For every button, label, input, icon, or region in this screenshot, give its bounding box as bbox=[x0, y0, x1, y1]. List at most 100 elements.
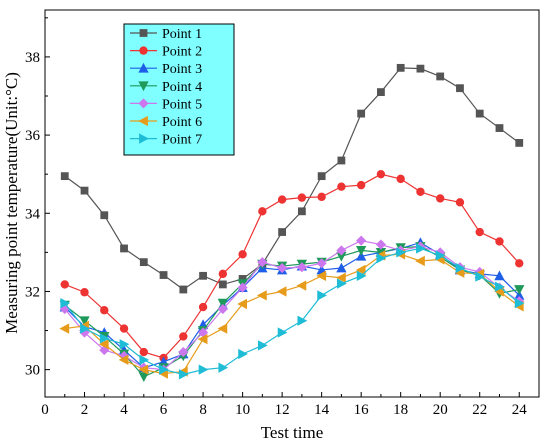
data-point bbox=[277, 195, 287, 204]
data-point bbox=[277, 262, 288, 274]
data-point bbox=[119, 324, 129, 333]
data-point bbox=[197, 333, 208, 345]
data-point bbox=[455, 262, 466, 274]
legend-marker bbox=[139, 133, 149, 144]
data-point bbox=[79, 316, 90, 327]
data-point bbox=[60, 172, 69, 181]
data-point bbox=[118, 354, 129, 366]
data-point bbox=[138, 364, 149, 375]
series-line bbox=[64, 253, 520, 375]
data-point bbox=[455, 198, 465, 207]
data-point bbox=[98, 339, 109, 350]
data-point bbox=[416, 243, 426, 254]
legend: Point 1 Point 2 Point 3 Point 4 Point 5 Point… bbox=[123, 23, 235, 156]
legend-label: Point 4 bbox=[162, 80, 202, 95]
data-point bbox=[237, 282, 248, 293]
x-tick-label: 10 bbox=[235, 402, 250, 418]
data-point bbox=[396, 174, 405, 184]
data-point bbox=[396, 63, 405, 72]
data-point bbox=[416, 187, 425, 196]
series-layer bbox=[59, 63, 525, 383]
data-point bbox=[297, 315, 308, 326]
data-point bbox=[337, 182, 346, 191]
legend-box bbox=[123, 23, 235, 156]
data-point bbox=[99, 333, 110, 344]
legend-item: Point 7 bbox=[130, 133, 202, 148]
data-point bbox=[159, 271, 168, 279]
data-point bbox=[139, 347, 148, 357]
series-2 bbox=[60, 169, 524, 363]
legend-label: Point 1 bbox=[162, 27, 202, 42]
data-point bbox=[80, 288, 89, 297]
series-line bbox=[64, 240, 520, 371]
data-point bbox=[159, 364, 169, 375]
data-point bbox=[119, 339, 130, 350]
data-point bbox=[217, 323, 228, 334]
data-point bbox=[297, 193, 307, 202]
data-point bbox=[494, 270, 505, 281]
legend-label: Point 6 bbox=[162, 115, 202, 130]
y-tick-label: 30 bbox=[25, 363, 40, 379]
data-point bbox=[258, 207, 267, 216]
y-tick-label: 36 bbox=[25, 128, 41, 144]
data-point bbox=[317, 290, 327, 301]
data-point bbox=[80, 186, 89, 195]
data-point bbox=[139, 258, 148, 267]
y-tick-label: 32 bbox=[25, 284, 40, 300]
data-point bbox=[356, 235, 367, 246]
data-point bbox=[336, 278, 347, 289]
data-point bbox=[316, 258, 327, 269]
data-point bbox=[296, 262, 307, 273]
y-tick-label: 34 bbox=[25, 206, 41, 222]
x-axis: 0 2 4 6 8 10 12 14 16 18 20 22 24 bbox=[41, 392, 527, 418]
data-point bbox=[475, 109, 484, 118]
data-point bbox=[436, 72, 445, 81]
data-point bbox=[355, 264, 366, 276]
data-point bbox=[336, 272, 346, 283]
data-point bbox=[475, 227, 484, 237]
x-tick-label: 18 bbox=[393, 402, 408, 418]
series-1 bbox=[60, 63, 524, 294]
data-point bbox=[456, 84, 464, 93]
data-point bbox=[100, 306, 109, 315]
data-point bbox=[356, 180, 366, 190]
data-point bbox=[495, 124, 504, 132]
data-point bbox=[217, 303, 228, 315]
data-point bbox=[238, 348, 248, 360]
legend-item: Point 1 bbox=[130, 27, 202, 42]
data-point bbox=[60, 298, 71, 309]
data-point bbox=[355, 250, 367, 261]
x-tick-label: 6 bbox=[160, 402, 168, 418]
data-point bbox=[218, 280, 227, 289]
data-point bbox=[277, 327, 288, 338]
data-point bbox=[198, 364, 209, 375]
data-point bbox=[297, 207, 306, 216]
data-point bbox=[436, 194, 445, 203]
data-point bbox=[416, 64, 425, 73]
y-axis: 30 32 34 36 38 bbox=[25, 17, 50, 379]
data-point bbox=[276, 286, 287, 297]
data-point bbox=[377, 88, 385, 96]
series-line bbox=[64, 241, 520, 369]
data-point bbox=[199, 271, 207, 280]
y-axis-title: Measuring point temperature(Unit:°C) bbox=[2, 72, 21, 334]
data-point bbox=[317, 172, 326, 181]
data-point bbox=[396, 247, 407, 258]
legend-marker bbox=[138, 115, 148, 127]
data-point bbox=[415, 255, 425, 267]
series-5 bbox=[59, 235, 525, 375]
x-axis-title: Test time bbox=[261, 423, 324, 442]
data-point bbox=[120, 244, 128, 253]
data-point bbox=[257, 257, 268, 268]
x-tick-label: 22 bbox=[472, 402, 487, 418]
series-3 bbox=[59, 237, 525, 373]
data-point bbox=[515, 259, 524, 268]
data-point bbox=[60, 280, 69, 289]
data-point bbox=[257, 290, 267, 301]
series-7 bbox=[60, 243, 525, 380]
data-point bbox=[337, 156, 346, 165]
data-point bbox=[100, 211, 109, 220]
data-point bbox=[178, 369, 189, 380]
data-point bbox=[336, 245, 347, 256]
